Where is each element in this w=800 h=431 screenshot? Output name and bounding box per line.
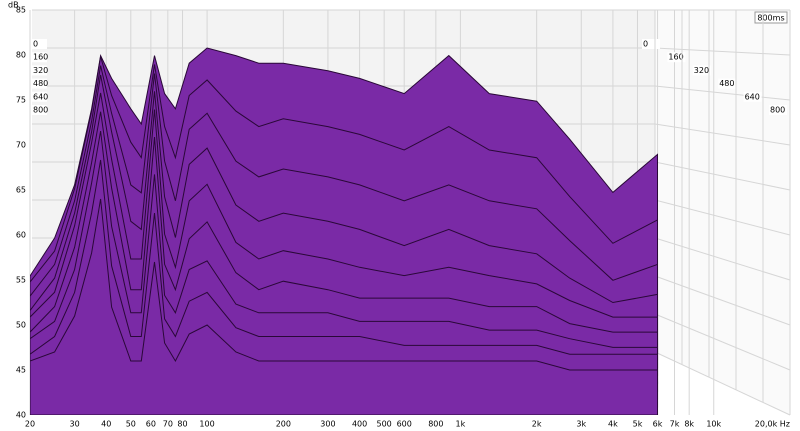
y-tick-label: 60	[16, 231, 26, 240]
x-tick-label: 50	[126, 420, 136, 429]
z-tick-box	[743, 91, 762, 102]
time-label: 800ms	[757, 14, 784, 23]
z-tick-box	[31, 105, 47, 115]
x-tick-label: 2k	[532, 420, 542, 429]
grid-line	[654, 161, 791, 191]
y-tick-label: 50	[16, 321, 26, 330]
x-tick-label: 3k	[576, 420, 586, 429]
grid-line	[654, 313, 791, 371]
grid-line	[654, 123, 791, 146]
z-tick-label: 640	[745, 92, 760, 101]
x-tick-label: 800	[428, 420, 443, 429]
z-tick-label: 640	[33, 92, 48, 101]
z-tick-box	[31, 78, 47, 89]
grid-line	[654, 85, 791, 101]
z-tick-box	[31, 65, 47, 76]
z-tick-label: 480	[33, 79, 48, 88]
x-tick-label: 80	[177, 420, 187, 429]
grid-line	[654, 47, 791, 56]
z-tick-box	[31, 52, 47, 63]
z-tick-box	[718, 78, 737, 89]
y-tick-label: 70	[16, 141, 26, 150]
time-box	[754, 11, 788, 24]
x-tick-label: 10k	[706, 420, 721, 429]
z-tick-box	[667, 52, 686, 63]
x-tick-label: 500	[377, 420, 392, 429]
z-tick-box	[31, 91, 47, 102]
z-tick-label: 480	[719, 79, 734, 88]
z-tick-box	[31, 39, 47, 49]
grid-line	[654, 199, 791, 236]
z-tick-label: 0	[33, 40, 38, 49]
x-tick-label: 600	[397, 420, 412, 429]
x-tick-label: 8k	[684, 420, 694, 429]
grid-line	[654, 275, 791, 326]
y-tick-label: 45	[16, 366, 26, 375]
z-tick-label: 800	[770, 106, 785, 115]
z-tick-label: 800	[33, 106, 48, 115]
grid-line	[654, 351, 791, 416]
z-tick-box	[642, 39, 660, 49]
x-tick-label: 4k	[608, 420, 618, 429]
x-tick-label: 5k	[633, 420, 643, 429]
x-tick-label: 6k	[653, 420, 663, 429]
x-tick-label: 7k	[670, 420, 680, 429]
x-tick-label: 20,0k Hz	[755, 420, 790, 429]
y-tick-label: 80	[16, 51, 26, 60]
y-tick-label: 40	[16, 411, 26, 420]
z-tick-label: 0	[643, 40, 648, 49]
x-tick-label: 100	[199, 420, 214, 429]
x-tick-label: 70	[163, 420, 173, 429]
side-wall	[655, 10, 790, 415]
slices	[30, 47, 659, 415]
z-tick-box	[769, 105, 787, 115]
slice	[30, 198, 659, 415]
z-tick-label: 320	[33, 66, 48, 75]
y-tick-label: 65	[16, 186, 26, 195]
x-tick-label: 400	[352, 420, 367, 429]
y-axis-label: dB	[8, 1, 19, 10]
z-tick-box	[692, 65, 711, 76]
z-tick-label: 320	[694, 66, 709, 75]
x-tick-label: 40	[101, 420, 111, 429]
y-tick-label: 85	[16, 6, 26, 15]
grid-line	[654, 237, 791, 281]
x-tick-label: 20	[25, 420, 35, 429]
y-tick-label: 55	[16, 276, 26, 285]
x-tick-label: 300	[320, 420, 335, 429]
x-tick-label: 1k	[456, 420, 466, 429]
x-tick-label: 30	[70, 420, 80, 429]
x-tick-label: 200	[276, 420, 291, 429]
y-tick-label: 75	[16, 96, 26, 105]
z-tick-label: 160	[33, 53, 48, 62]
z-tick-label: 160	[668, 53, 683, 62]
x-tick-label: 60	[146, 420, 156, 429]
